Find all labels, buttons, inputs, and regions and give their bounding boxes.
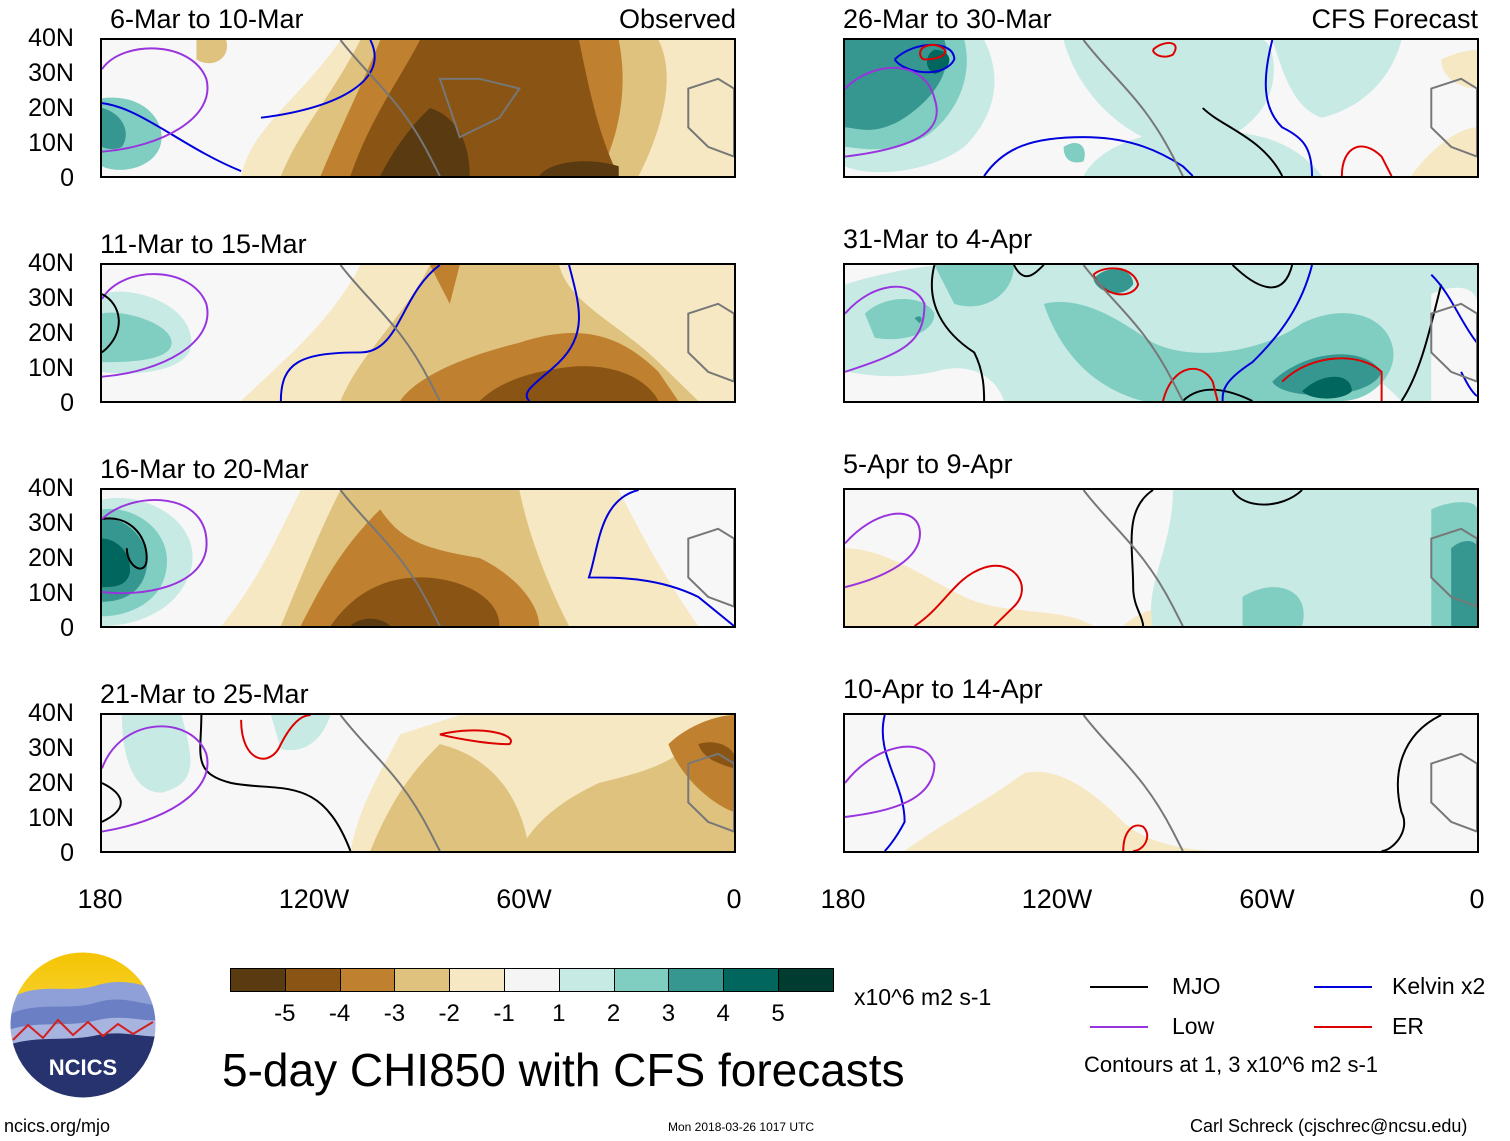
x-tick-label: 60W <box>1239 884 1295 914</box>
y-tick-label: 30N <box>28 59 74 87</box>
main-title: 5-day CHI850 with CFS forecasts <box>222 1044 905 1096</box>
y-tick-label: 20N <box>28 769 74 797</box>
er-swatch <box>1314 1026 1372 1028</box>
y-tick-label: 40N <box>28 24 74 52</box>
panel-4-map <box>843 38 1479 178</box>
panel-0-label: Observed <box>618 4 736 34</box>
y-tick-label: 40N <box>28 249 74 277</box>
panel-4-label: CFS Forecast <box>1311 4 1478 34</box>
panel-7-map <box>843 713 1479 853</box>
kelvin-swatch <box>1314 986 1372 988</box>
mjo-swatch <box>1090 986 1148 988</box>
panel-1-title: 11-Mar to 15-Mar <box>100 229 307 259</box>
colorbar-swatch <box>723 968 779 992</box>
colorbar-swatch <box>339 968 396 992</box>
footer-author: Carl Schreck (cjschrec@ncsu.edu) <box>1190 1116 1468 1136</box>
y-tick-label: 10N <box>28 804 74 832</box>
y-tick-label: 10N <box>28 579 74 607</box>
ncics-logo: NCICS <box>8 950 158 1100</box>
y-tick-label: 20N <box>28 544 74 572</box>
colorbar-swatch <box>449 968 505 992</box>
y-tick-label: 40N <box>28 474 74 502</box>
panel-6-map <box>843 488 1479 628</box>
y-tick-label: 0 <box>60 839 74 867</box>
panel-0-title: 6-Mar to 10-Mar <box>110 4 304 34</box>
panel-6-title: 5-Apr to 9-Apr <box>843 449 1013 479</box>
panel-5-map <box>843 263 1479 403</box>
panel-0-map <box>100 38 736 178</box>
contour-note: Contours at 1, 3 x10^6 m2 s-1 <box>1084 1052 1379 1077</box>
y-tick-label: 40N <box>28 699 74 727</box>
y-tick-label: 0 <box>60 164 74 192</box>
colorbar-tick-label: -2 <box>438 1000 460 1027</box>
y-tick-label: 30N <box>28 734 74 762</box>
y-tick-label: 10N <box>28 354 74 382</box>
x-tick-label: 180 <box>820 884 866 914</box>
panel-5-title: 31-Mar to 4-Apr <box>843 224 1033 254</box>
legend-low: Low <box>1172 1013 1215 1039</box>
panel-3-title: 21-Mar to 25-Mar <box>100 679 309 709</box>
colorbar-tick-label: -5 <box>274 1000 296 1027</box>
y-tick-label: 0 <box>60 614 74 642</box>
colorbar-swatch <box>613 968 670 992</box>
colorbar-tick-label: 1 <box>552 1000 566 1027</box>
colorbar-tick-label: -1 <box>493 1000 515 1027</box>
legend-mjo: MJO <box>1172 973 1221 999</box>
colorbar-swatch <box>230 968 286 992</box>
y-tick-label: 20N <box>28 94 74 122</box>
legend-kelvin: Kelvin x2 <box>1392 973 1486 999</box>
colorbar-swatch <box>668 968 725 992</box>
panel-3-map <box>100 713 736 853</box>
low-swatch <box>1090 1026 1148 1028</box>
y-tick-label: 10N <box>28 129 74 157</box>
colorbar-units: x10^6 m2 s-1 <box>854 984 992 1010</box>
x-tick-label: 120W <box>278 884 350 914</box>
colorbar-swatch <box>394 968 451 992</box>
y-tick-label: 20N <box>28 319 74 347</box>
legend-er: ER <box>1392 1013 1424 1039</box>
colorbar-swatch <box>504 968 560 992</box>
x-tick-label: 0 <box>726 884 742 914</box>
x-tick-label: 60W <box>496 884 552 914</box>
panel-1-map <box>100 263 736 403</box>
colorbar-swatch <box>284 968 341 992</box>
colorbar-tick-label: 2 <box>606 1000 621 1027</box>
y-tick-label: 0 <box>60 389 74 417</box>
logo-text: NCICS <box>49 1055 117 1080</box>
colorbar-tick-label: 5 <box>771 1000 785 1027</box>
panel-2-title: 16-Mar to 20-Mar <box>100 454 309 484</box>
x-tick-label: 120W <box>1021 884 1093 914</box>
colorbar-tick-label: -4 <box>328 1000 351 1027</box>
colorbar-tick-label: -3 <box>383 1000 406 1027</box>
y-tick-label: 30N <box>28 284 74 312</box>
panel-2-map <box>100 488 736 628</box>
footer-url: ncics.org/mjo <box>4 1116 111 1136</box>
panel-7-title: 10-Apr to 14-Apr <box>843 674 1043 704</box>
x-tick-label: 0 <box>1469 884 1485 914</box>
y-tick-label: 30N <box>28 509 74 537</box>
colorbar-tick-label: 4 <box>716 1000 730 1027</box>
x-tick-label: 180 <box>77 884 123 914</box>
footer-timestamp: Mon 2018-03-26 1017 UTC <box>668 1120 815 1134</box>
colorbar-swatch <box>558 968 615 992</box>
panel-4-title: 26-Mar to 30-Mar <box>843 4 1052 34</box>
colorbar-tick-label: 3 <box>661 1000 676 1027</box>
colorbar-swatch <box>778 968 834 992</box>
